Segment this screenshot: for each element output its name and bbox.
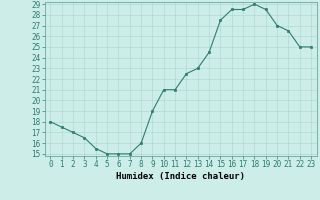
- X-axis label: Humidex (Indice chaleur): Humidex (Indice chaleur): [116, 172, 245, 181]
